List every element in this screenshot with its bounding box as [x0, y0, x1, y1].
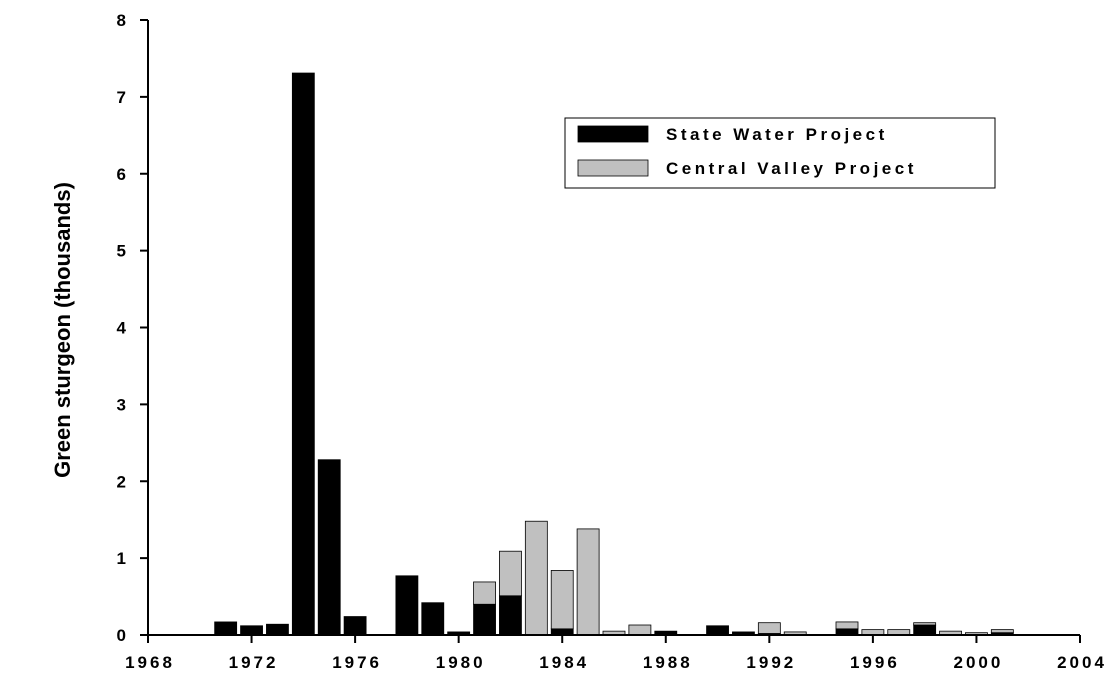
bar-segment: [421, 602, 445, 636]
x-tick-label: 1984: [539, 653, 589, 672]
bar-segment: [214, 621, 238, 636]
x-tick-label: 1980: [436, 653, 486, 672]
x-tick-label: 1976: [332, 653, 382, 672]
bar-segment: [240, 625, 263, 636]
y-tick-label: 4: [117, 319, 127, 338]
y-tick-label: 0: [117, 626, 126, 645]
bar-segment: [343, 616, 367, 636]
bar-segment: [913, 622, 937, 626]
x-tick-label: 1988: [643, 653, 693, 672]
x-tick-label: 1992: [746, 653, 796, 672]
bar-segment: [550, 570, 574, 630]
legend-swatch: [577, 159, 649, 177]
bar-segment: [835, 621, 859, 630]
x-tick-label: 1968: [125, 653, 175, 672]
x-tick-label: 2004: [1057, 653, 1107, 672]
bar-segment: [499, 595, 522, 636]
bar-segment: [291, 72, 315, 636]
legend-label: State Water Project: [666, 125, 888, 144]
bar-segment: [706, 625, 729, 636]
y-tick-label: 8: [117, 11, 126, 30]
bar-segment: [317, 459, 341, 636]
y-axis-label: Green sturgeon (thousands): [50, 182, 75, 478]
y-tick-label: 6: [117, 165, 126, 184]
y-tick-label: 2: [117, 472, 126, 491]
bar-segment: [913, 624, 937, 636]
legend-label: Central Valley Project: [666, 159, 917, 178]
bar-segment: [473, 581, 496, 605]
bar-segment: [990, 629, 1014, 634]
x-tick-label: 2000: [954, 653, 1004, 672]
y-tick-label: 7: [117, 88, 126, 107]
bar-segment: [524, 520, 548, 636]
y-tick-label: 3: [117, 395, 126, 414]
y-tick-label: 1: [117, 549, 126, 568]
x-tick-label: 1972: [229, 653, 279, 672]
bar-segment: [757, 622, 781, 634]
bar-segment: [473, 603, 496, 636]
bar-segment: [628, 624, 652, 636]
bar-segment: [266, 623, 289, 636]
x-tick-label: 1996: [850, 653, 900, 672]
bar-segment: [499, 550, 522, 597]
y-tick-label: 5: [117, 242, 126, 261]
bar-segment: [576, 528, 600, 636]
bar-segment: [395, 575, 419, 636]
legend-swatch: [577, 125, 649, 143]
